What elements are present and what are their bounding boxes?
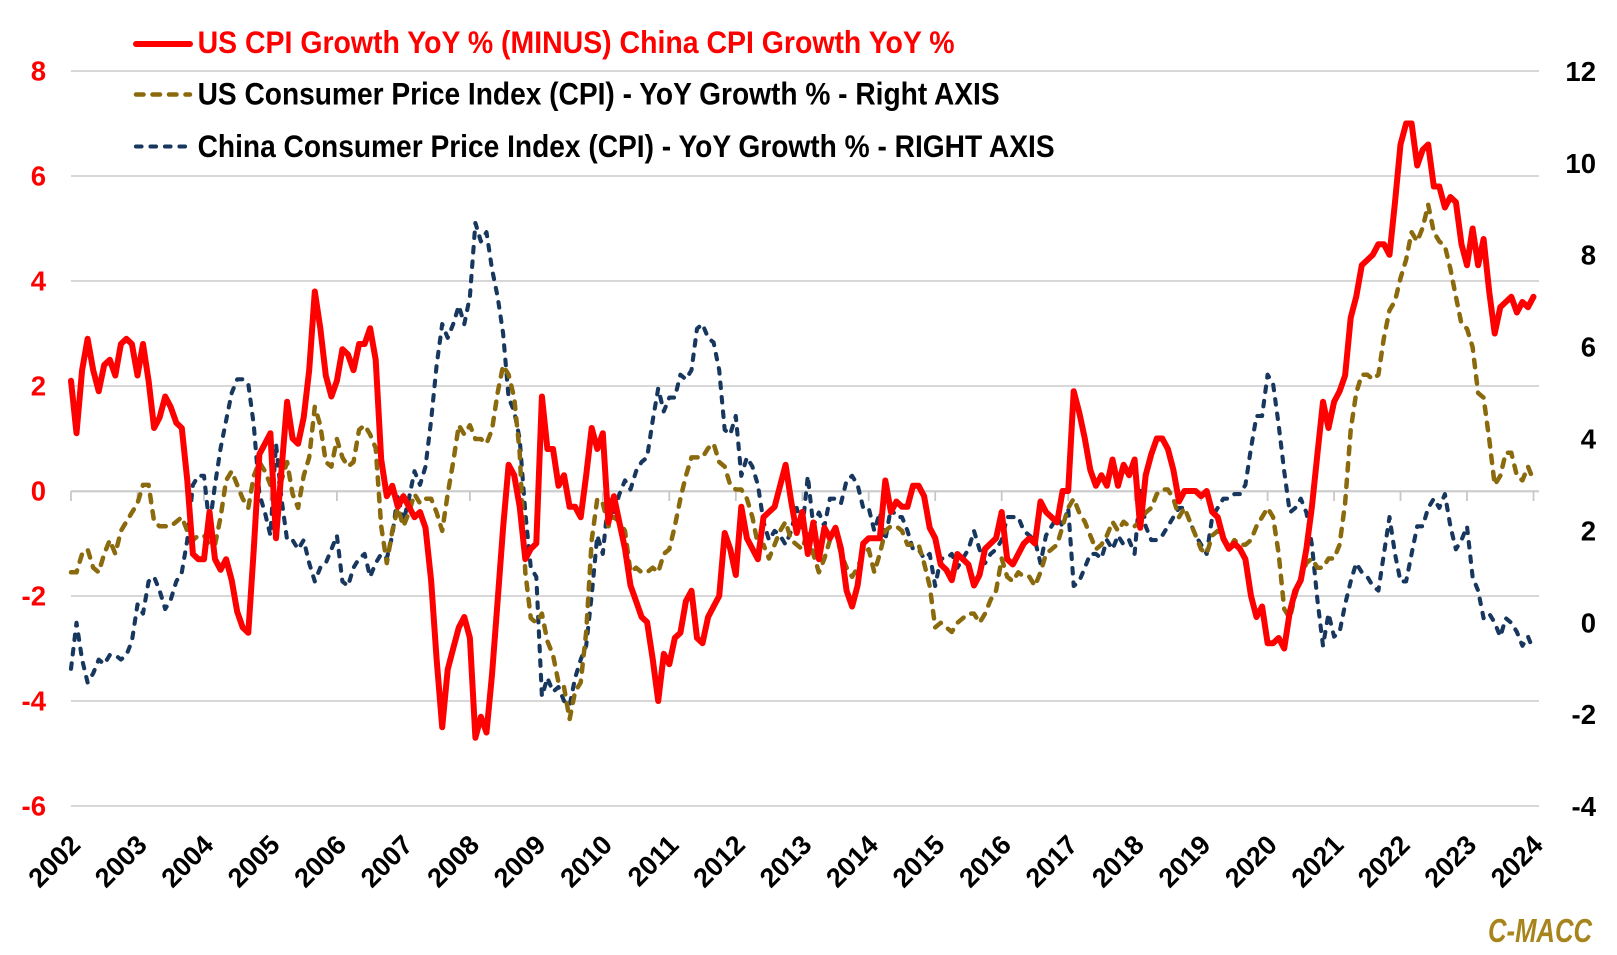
svg-text:8: 8 (1581, 240, 1596, 271)
svg-text:-2: -2 (1572, 699, 1596, 730)
svg-text:-6: -6 (22, 791, 46, 822)
svg-text:10: 10 (1565, 148, 1596, 179)
svg-text:C-MACC: C-MACC (1488, 912, 1593, 949)
svg-text:-2: -2 (22, 581, 46, 612)
svg-text:8: 8 (31, 56, 46, 87)
svg-text:-4: -4 (1572, 791, 1597, 822)
svg-text:4: 4 (31, 266, 47, 297)
svg-text:China Consumer Price Index (CP: China Consumer Price Index (CPI) - YoY G… (198, 128, 1055, 164)
svg-text:0: 0 (31, 476, 46, 507)
svg-text:2: 2 (31, 371, 46, 402)
svg-text:4: 4 (1581, 424, 1597, 455)
svg-text:0: 0 (1581, 607, 1596, 638)
svg-text:US CPI Growth YoY % (MINUS) Ch: US CPI Growth YoY % (MINUS) China CPI Gr… (198, 24, 955, 60)
svg-text:2: 2 (1581, 515, 1596, 546)
svg-text:12: 12 (1565, 56, 1596, 87)
svg-text:US Consumer Price Index (CPI): US Consumer Price Index (CPI) - YoY Grow… (198, 76, 1000, 112)
svg-text:6: 6 (31, 161, 46, 192)
svg-text:6: 6 (1581, 332, 1596, 363)
svg-text:-4: -4 (22, 686, 47, 717)
